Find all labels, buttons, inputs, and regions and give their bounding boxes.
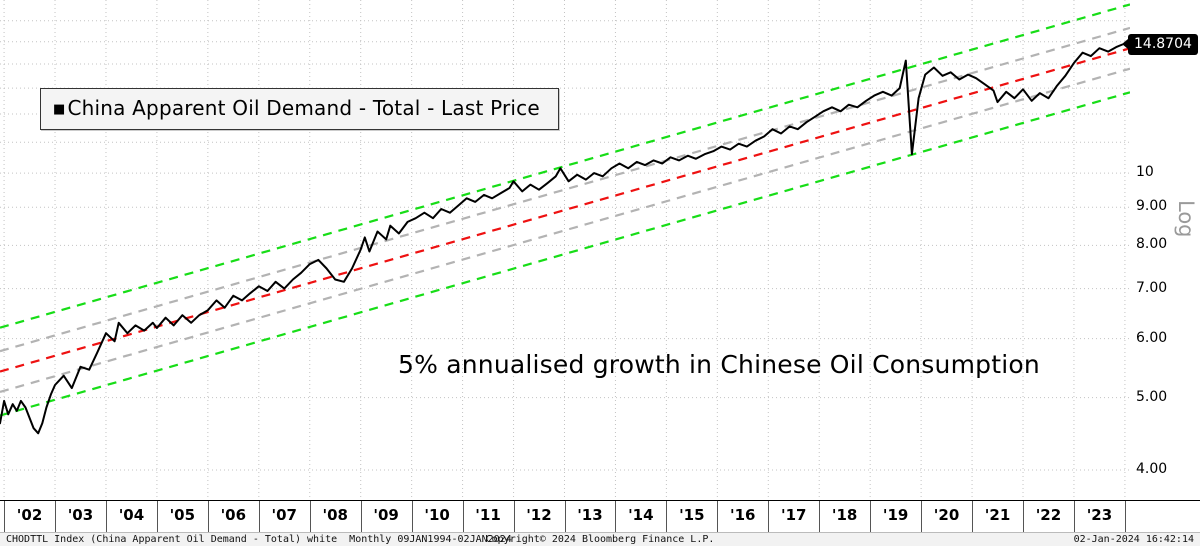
- footer-copyright: Copyright© 2024 Bloomberg Finance L.P.: [485, 534, 715, 545]
- chart-plot-area: [0, 0, 1130, 500]
- x-axis: '02 '03 '04 '05 '06 '07 '08 '09 '10 '11 '12 '13 '14 '…: [0, 500, 1200, 532]
- x-axis-tick: [1124, 501, 1126, 532]
- y-axis-label: 5.00: [1136, 388, 1168, 405]
- x-axis-label: '04: [118, 506, 145, 524]
- x-axis-label: '08: [322, 506, 348, 524]
- x-axis-label: '14: [628, 506, 654, 524]
- x-axis-label: '05: [169, 506, 196, 524]
- channel-line-center: [0, 47, 1130, 373]
- x-axis-tick: [615, 501, 617, 532]
- x-axis-tick: [106, 501, 107, 532]
- x-axis-tick: [4, 501, 6, 532]
- x-axis-tick: [360, 501, 362, 532]
- y-axis-label: 10: [1136, 164, 1154, 181]
- x-axis-label: '13: [577, 506, 603, 524]
- x-axis-label: '22: [1035, 506, 1062, 524]
- x-axis-tick: [411, 501, 413, 532]
- growth-annotation: 5% annualised growth in Chinese Oil Cons…: [398, 350, 1040, 379]
- y-axis-label: 6.00: [1136, 329, 1168, 346]
- legend-marker-icon: ■: [53, 102, 66, 117]
- y-axis-label: 8.00: [1136, 236, 1168, 253]
- x-axis-label: '15: [679, 506, 705, 524]
- channel-line-upper-inner: [0, 26, 1130, 353]
- x-axis-label: '07: [271, 506, 297, 524]
- x-axis-tick: [921, 501, 923, 532]
- x-axis-tick: [309, 501, 311, 532]
- x-axis-label: '11: [475, 506, 501, 524]
- legend-label: China Apparent Oil Demand - Total - Last…: [67, 96, 540, 120]
- x-axis-label: '12: [526, 506, 552, 524]
- log-scale-label: Log: [1174, 200, 1198, 238]
- price-chart: [0, 0, 1130, 500]
- last-price-badge: 14.8704: [1122, 33, 1198, 55]
- x-axis-tick: [1074, 501, 1075, 532]
- y-axis-label: 4.00: [1136, 460, 1168, 477]
- channel-line-lower-inner: [0, 67, 1130, 393]
- x-axis-label: '03: [67, 506, 94, 524]
- channel-line-upper-outer: [0, 3, 1130, 329]
- x-axis-label: '02: [16, 506, 43, 524]
- badge-pointer-icon: [1122, 39, 1128, 49]
- x-axis-tick: [462, 501, 464, 532]
- y-axis: 10 9.00 8.00 7.00 6.00 5.00 4.00: [1132, 0, 1188, 500]
- x-axis-label: '09: [373, 506, 399, 524]
- x-axis-tick: [870, 501, 872, 532]
- status-bar: CHODTTL Index (China Apparent Oil Demand…: [0, 532, 1200, 546]
- y-axis-label: 7.00: [1136, 279, 1168, 296]
- x-axis-tick: [666, 501, 668, 532]
- x-axis-label: '17: [781, 506, 807, 524]
- x-axis-label: '10: [424, 506, 450, 524]
- price-line: [0, 43, 1124, 435]
- footer-security-info: CHODTTL Index (China Apparent Oil Demand…: [6, 534, 512, 545]
- x-axis-label: '21: [984, 506, 1011, 524]
- x-axis-tick: [55, 501, 56, 532]
- y-axis-label: 9.00: [1136, 198, 1168, 215]
- x-axis-tick: [819, 501, 821, 532]
- x-axis-tick: [207, 501, 209, 532]
- x-axis-label: '06: [220, 506, 247, 524]
- x-axis-tick: [768, 501, 770, 532]
- x-axis-tick: [972, 501, 974, 532]
- footer-timestamp: 02-Jan-2024 16:42:14: [1073, 534, 1194, 545]
- x-axis-tick: [513, 501, 515, 532]
- x-axis-tick: [1023, 501, 1024, 532]
- x-axis-label: '19: [882, 506, 909, 524]
- x-axis-label: '23: [1086, 506, 1113, 524]
- x-axis-label: '16: [730, 506, 756, 524]
- x-axis-tick: [258, 501, 260, 532]
- channel-line-lower-outer: [0, 91, 1130, 417]
- x-axis-label: '18: [831, 506, 858, 524]
- x-axis-tick: [156, 501, 158, 532]
- last-price-value: 14.8704: [1134, 35, 1192, 52]
- x-axis-label: '20: [933, 506, 960, 524]
- x-axis-tick: [717, 501, 719, 532]
- legend-box[interactable]: ■ China Apparent Oil Demand - Total - Las…: [40, 88, 559, 130]
- x-axis-tick: [564, 501, 566, 532]
